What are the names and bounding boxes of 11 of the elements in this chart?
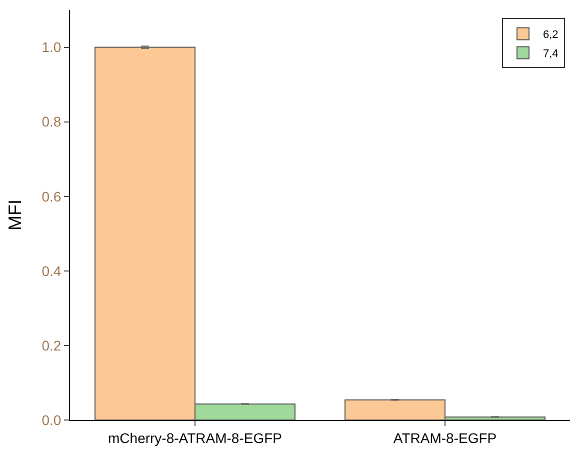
y-tick-label: 0.4 (42, 262, 62, 279)
legend-label: 7,4 (543, 48, 558, 60)
x-tick-label: ATRAM-8-EGFP (393, 430, 497, 446)
legend-label: 6,2 (543, 28, 558, 41)
y-tick-label: 0.2 (42, 337, 62, 354)
y-tick-label: 0.0 (42, 412, 62, 428)
y-tick-label: 0.8 (42, 114, 62, 130)
x-tick-label: mCherry-8-ATRAM-8-EGFP (108, 430, 282, 446)
y-tick-label: 0.6 (42, 188, 62, 204)
y-tick-label: 1.0 (42, 39, 62, 56)
y-axis-title: MFI (4, 200, 25, 230)
